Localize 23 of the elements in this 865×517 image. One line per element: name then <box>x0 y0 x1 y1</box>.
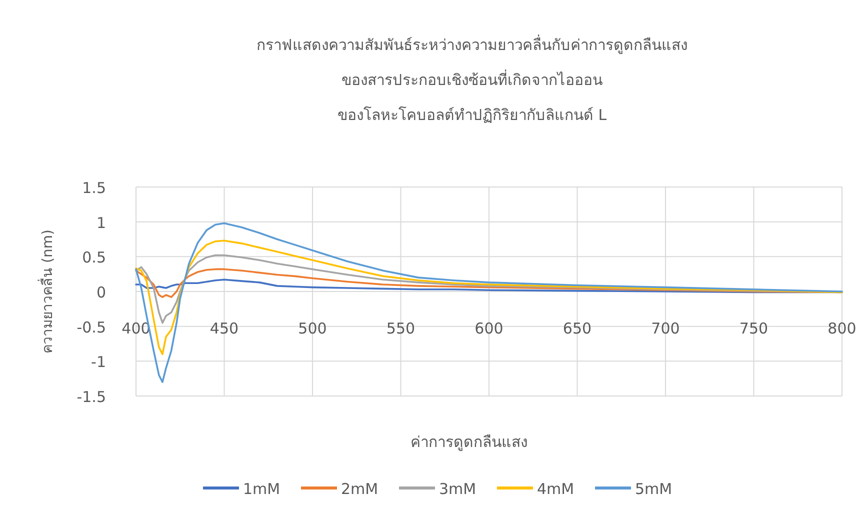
x-tick-label: 700 <box>651 320 680 338</box>
y-tick-label: 0.5 <box>82 248 106 267</box>
x-tick-label: 550 <box>386 320 416 338</box>
legend-label: 3mM <box>439 480 476 498</box>
x-tick-label: 650 <box>562 320 592 338</box>
y-axis-title: ความยาวคลื่น (nm) <box>38 230 56 354</box>
x-tick-label: 600 <box>474 320 504 338</box>
legend-label: 2mM <box>341 480 378 498</box>
y-tick-label: -1.5 <box>76 388 106 406</box>
y-tick-label: 1 <box>96 214 106 232</box>
y-tick-label: -1 <box>91 353 106 372</box>
y-tick-label: 1.5 <box>82 179 106 197</box>
y-tick-label: -0.5 <box>76 318 106 336</box>
y-tick-label: 0 <box>96 284 106 302</box>
x-tick-label: 500 <box>298 320 327 338</box>
chart-title: กราฟแสดงความสัมพันธ์ระหว่างความยาวคลื่นกับค่าการดูดกลืนแสง ของสารประกอบเชิงซ้อนที่เกิดจากไอออน ของโลหะโคบอลต์ทำปฏิกิริยากับลิแกนด์ L <box>256 34 688 124</box>
legend-label: 5mM <box>635 480 672 498</box>
x-tick-label: 750 <box>739 320 768 338</box>
x-tick-label: 800 <box>828 320 856 338</box>
legend-label: 1mM <box>243 480 280 498</box>
x-tick-label: 450 <box>210 320 239 338</box>
legend-label: 4mM <box>537 480 574 498</box>
x-axis-title: ค่าการดูดกลืนแสง <box>410 433 528 451</box>
